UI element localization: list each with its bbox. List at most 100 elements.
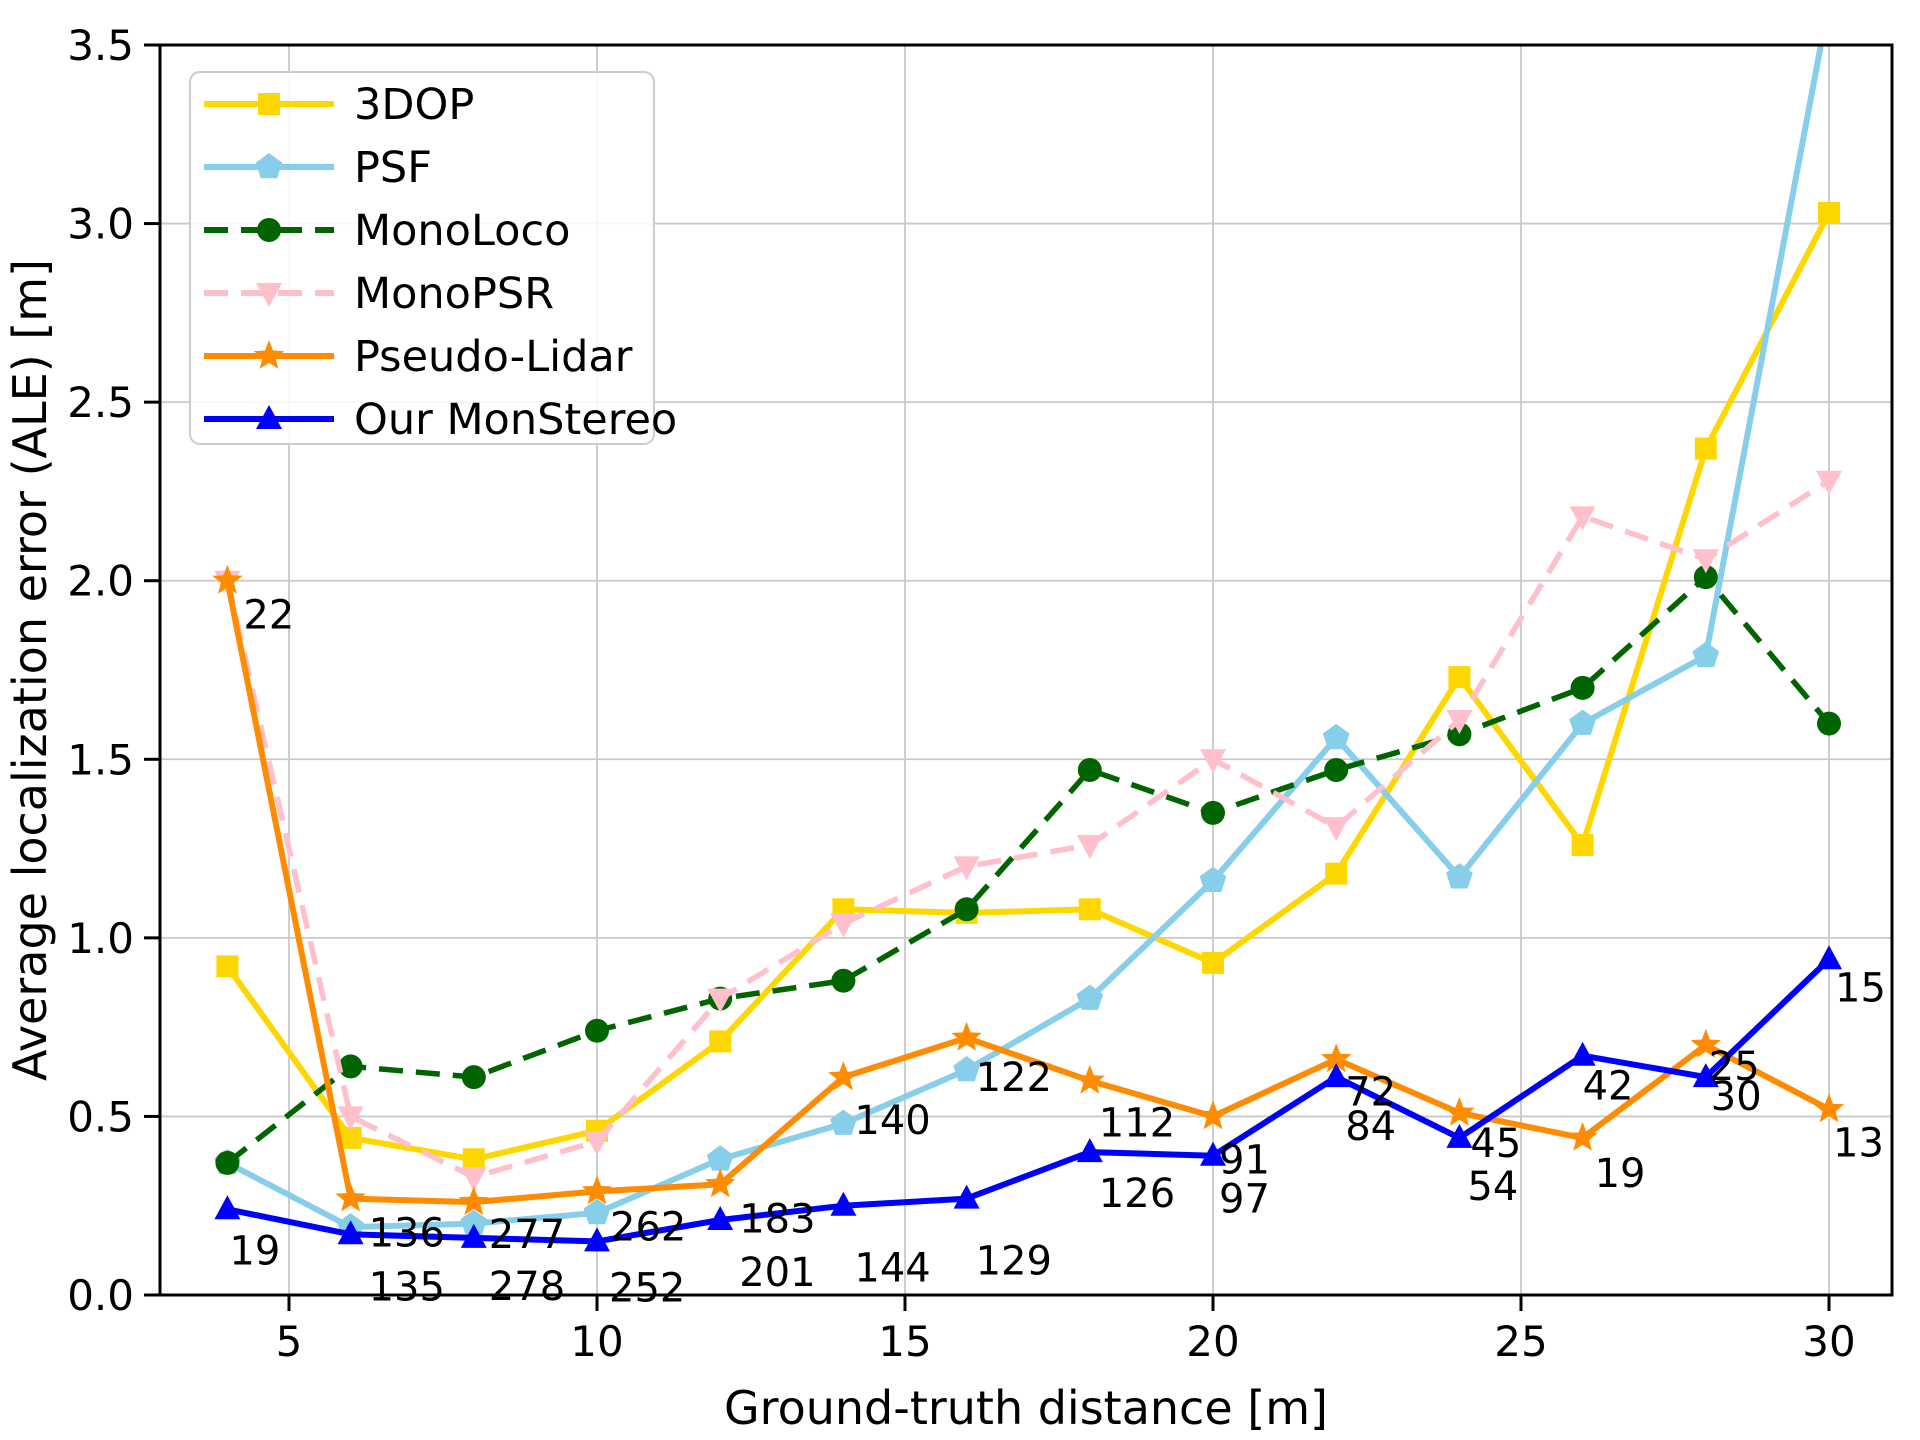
star-marker [1321, 1043, 1352, 1073]
series-line [226, 45, 1824, 1231]
legend-item-3dop: 3DOP [204, 80, 474, 130]
circle-marker [1693, 565, 1718, 590]
series-psf [214, 45, 1824, 1239]
triangle-up-marker [1692, 1063, 1719, 1088]
count-label: 97 [1219, 1177, 1270, 1223]
count-label: 22 [243, 593, 294, 639]
count-label: 135 [369, 1264, 445, 1310]
pentagon-marker [706, 1145, 734, 1171]
y-tick-label: 1.0 [67, 914, 134, 963]
count-label: 30 [1711, 1074, 1762, 1120]
star-marker [1074, 1064, 1105, 1094]
gridlines [160, 44, 1892, 1295]
triangle-down-marker [1569, 506, 1596, 531]
triangle-up-marker [1816, 945, 1842, 970]
count-label: 84 [1345, 1104, 1396, 1150]
triangle-down-marker [830, 913, 857, 938]
legend-item-monopsr: MonoPSR [204, 269, 554, 319]
triangle-down-marker [953, 856, 980, 881]
pentagon-marker [1199, 866, 1227, 892]
legend-label: MonoLoco [354, 206, 570, 256]
count-label: 25 [1709, 1044, 1760, 1090]
count-label: 19 [1595, 1151, 1646, 1197]
square-marker [1202, 951, 1224, 974]
legend-pentagon-marker [255, 153, 283, 179]
triangle-down-marker [707, 988, 734, 1013]
legend-item-pseudo-lidar: Pseudo-Lidar [204, 332, 633, 382]
square-marker [1448, 666, 1471, 689]
circle-marker [1570, 675, 1595, 700]
pentagon-marker [1569, 709, 1596, 735]
circle-marker [1324, 758, 1349, 783]
count-label: 42 [1583, 1064, 1634, 1110]
x-tick-label: 30 [1802, 1317, 1855, 1366]
circle-marker [585, 1018, 609, 1043]
triangle-down-marker [1692, 549, 1719, 574]
y-tick-label: 0.0 [67, 1271, 134, 1320]
triangle-down-marker [1076, 835, 1103, 859]
star-marker [335, 1182, 366, 1212]
count-label: 201 [739, 1250, 815, 1296]
legend-label: 3DOP [354, 80, 474, 130]
y-tick-label: 2.5 [67, 378, 134, 427]
circle-marker [954, 897, 979, 922]
y-tick-label: 0.5 [67, 1092, 134, 1141]
legend: 3DOP PSF MonoLoco MonoPSR Pseudo-Lidar Our Mo… [189, 71, 677, 445]
pentagon-marker [830, 1109, 857, 1135]
x-tick-label: 5 [276, 1317, 303, 1366]
triangle-up-marker [584, 1227, 610, 1252]
count-label: 13 [1833, 1120, 1884, 1166]
triangle-up-marker [707, 1206, 734, 1230]
square-marker [1325, 862, 1348, 885]
count-label: 19 [229, 1228, 280, 1274]
square-marker [1571, 834, 1594, 856]
axes-spines [158, 43, 1894, 1297]
pentagon-marker [953, 1056, 980, 1082]
y-tick-label: 3.0 [67, 200, 134, 249]
legend-square-marker [258, 93, 280, 115]
tick-marks [144, 43, 1831, 1311]
circle-marker [215, 1150, 240, 1175]
pentagon-marker [1076, 984, 1104, 1010]
triangle-up-marker [1446, 1123, 1473, 1148]
star-marker [951, 1021, 982, 1051]
y-axis-label: Average localization error (ALE) [m] [3, 259, 57, 1081]
square-marker [462, 1148, 485, 1171]
series-line [225, 574, 1832, 1166]
star-marker [828, 1061, 859, 1091]
series-line [226, 957, 1832, 1245]
triangle-up-marker [337, 1220, 364, 1245]
triangle-up-marker [953, 1184, 980, 1209]
triangle-down-marker [1200, 749, 1226, 774]
triangle-up-marker [460, 1223, 487, 1248]
circle-marker [1201, 800, 1225, 825]
triangle-down-marker [584, 1131, 610, 1156]
square-marker [1694, 437, 1717, 460]
pentagon-marker [1692, 641, 1720, 667]
series-monoloco [215, 565, 1841, 1175]
pentagon-marker [460, 1209, 488, 1235]
count-label: 140 [854, 1098, 930, 1144]
series-our-monstereo [214, 945, 1842, 1252]
legend-label: Pseudo-Lidar [354, 332, 633, 382]
count-label: 122 [976, 1055, 1052, 1101]
legend-item-psf: PSF [204, 143, 432, 193]
legend-triangle-down-marker [256, 283, 282, 307]
count-label: 183 [739, 1196, 815, 1242]
circle-marker [338, 1054, 363, 1079]
count-label: 126 [1099, 1171, 1175, 1217]
y-tick-label: 2.0 [67, 557, 134, 606]
triangle-up-marker [1076, 1138, 1103, 1163]
legend-label: PSF [354, 143, 432, 193]
triangle-up-marker [214, 1195, 241, 1220]
series-line [224, 211, 1832, 1163]
count-label: 144 [854, 1246, 930, 1292]
count-label: 91 [1219, 1137, 1270, 1183]
square-marker [216, 955, 239, 978]
star-marker [458, 1186, 489, 1216]
x-axis-label: Ground-truth distance [m] [724, 1381, 1328, 1435]
count-label: 72 [1345, 1069, 1396, 1115]
circle-marker [1077, 758, 1102, 783]
legend-circle-marker [257, 218, 281, 242]
circle-marker [831, 968, 856, 993]
